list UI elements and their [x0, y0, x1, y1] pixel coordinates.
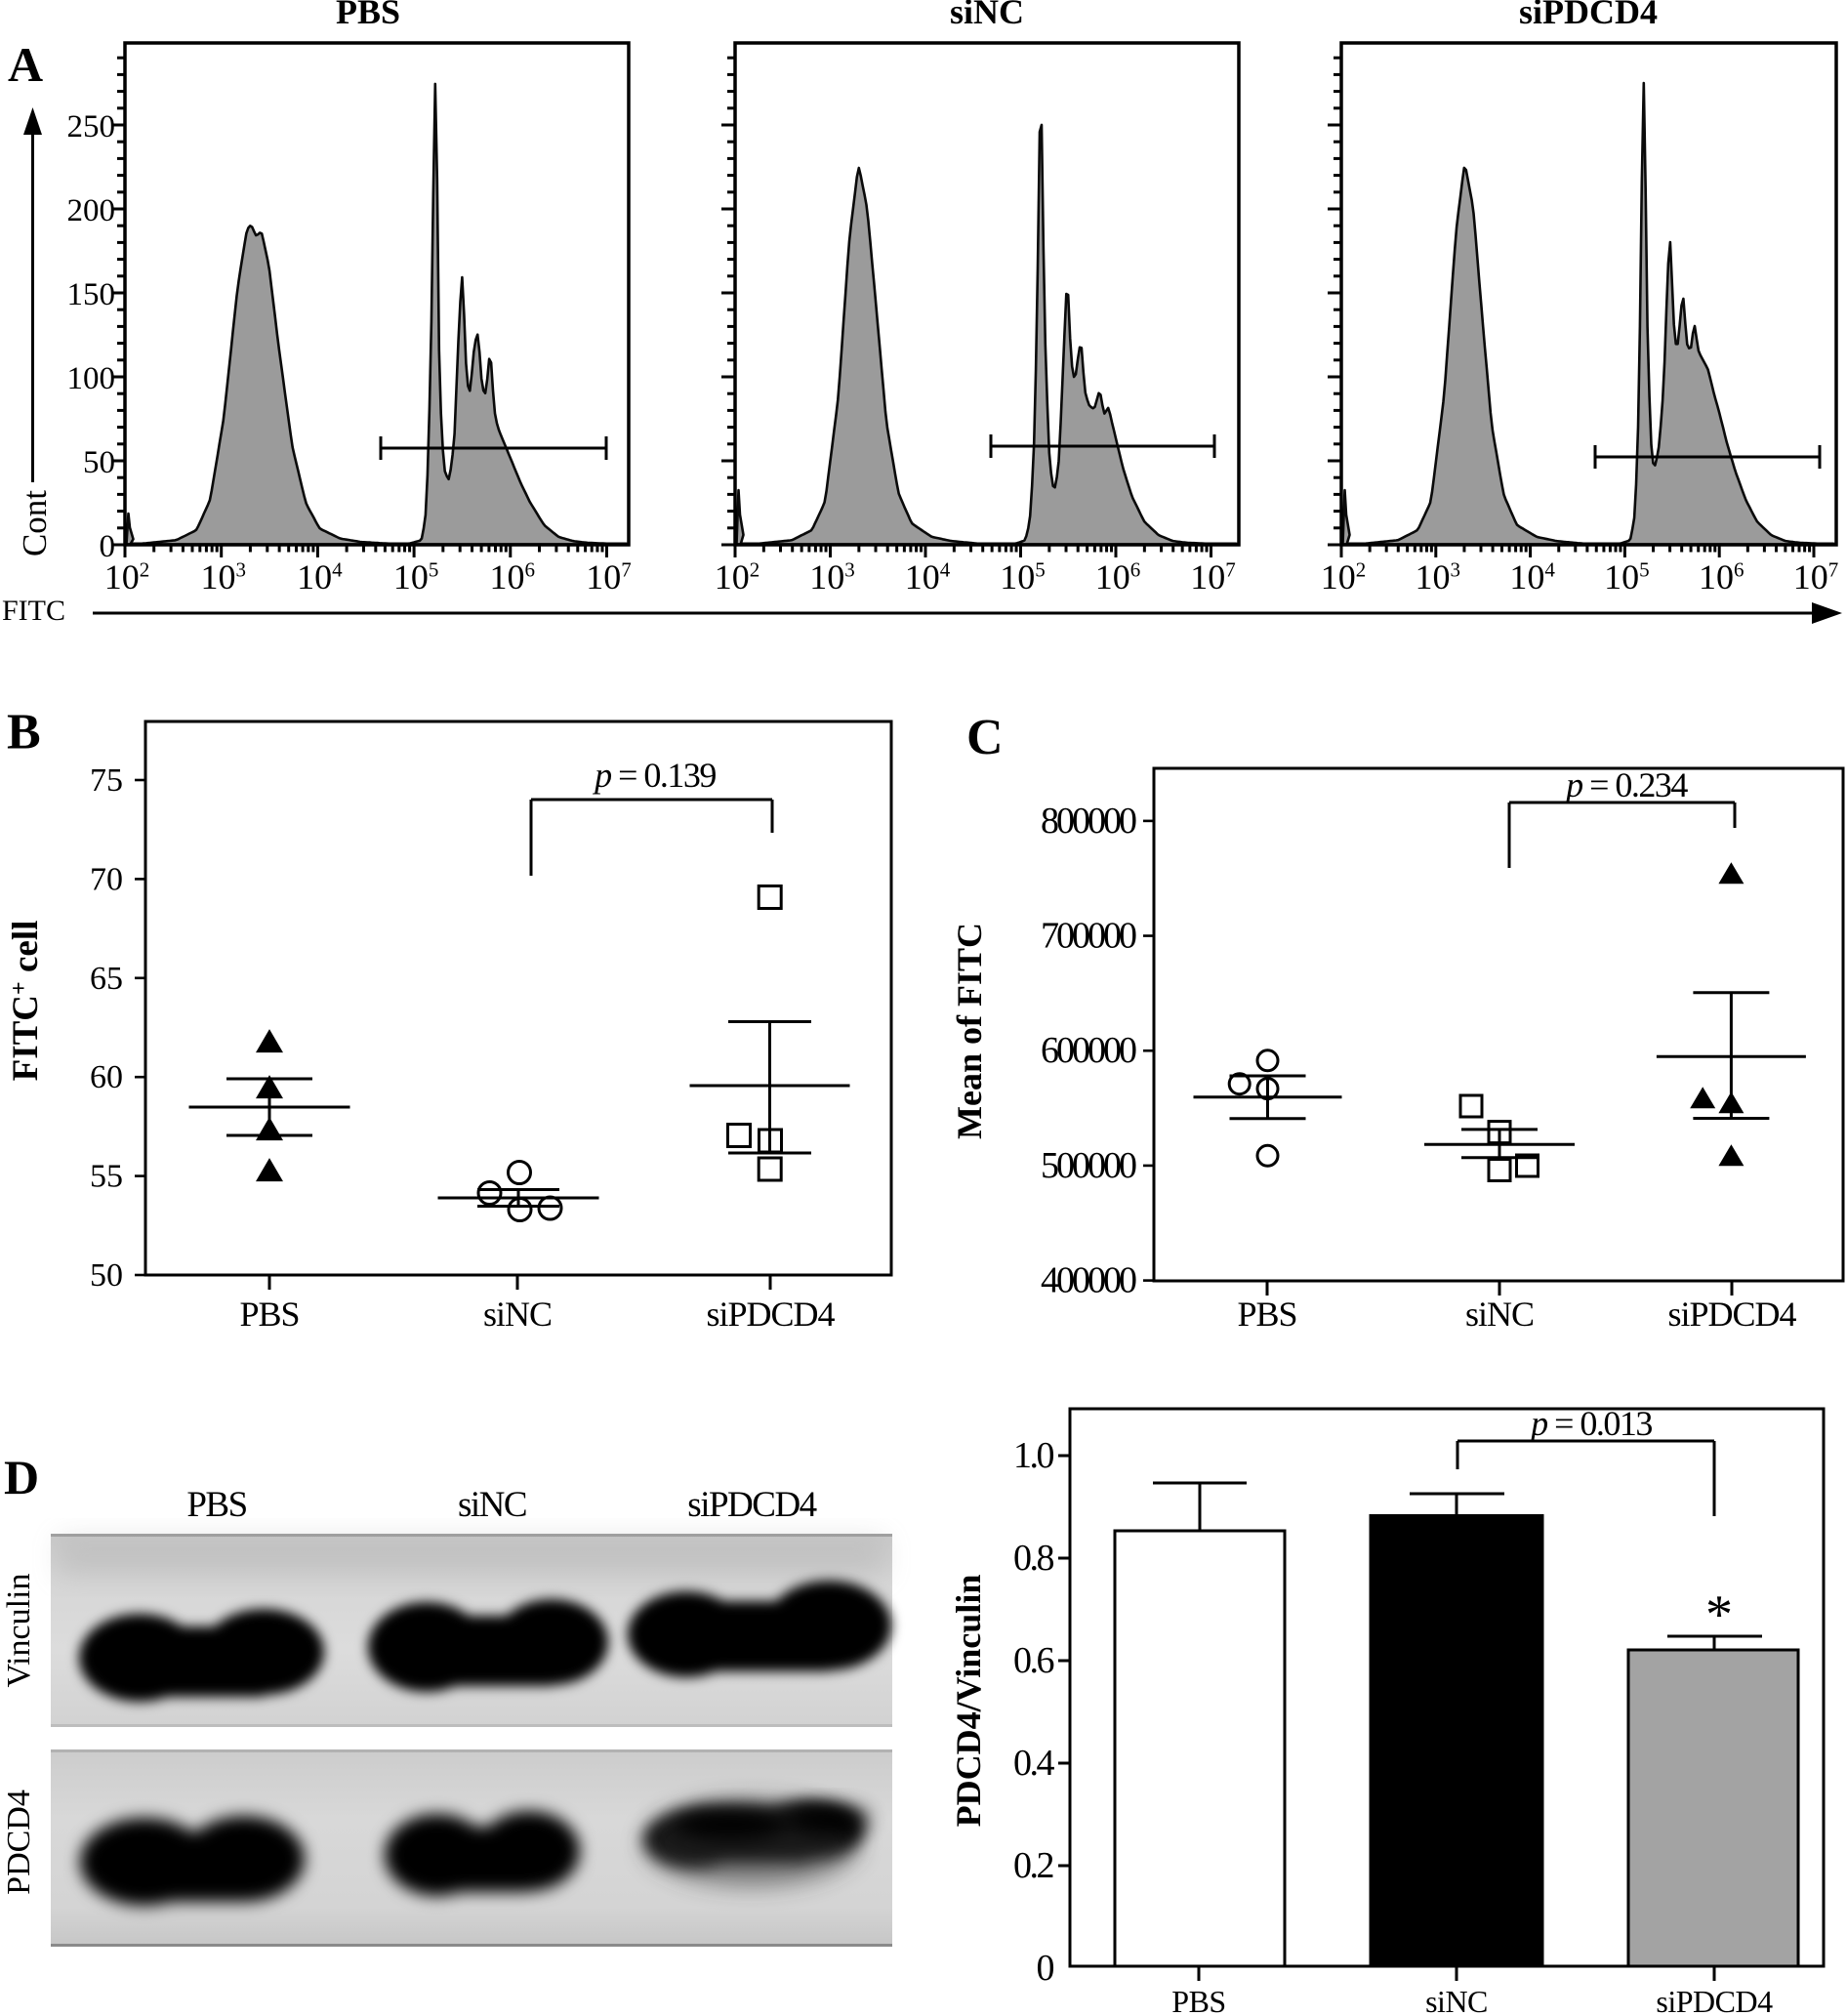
svg-text:75: 75: [90, 762, 123, 799]
svg-text:PBS: PBS: [239, 1295, 299, 1334]
svg-text:PBS: PBS: [1237, 1295, 1296, 1334]
svg-text:siNC: siNC: [1425, 1984, 1488, 2016]
svg-text:0.4: 0.4: [1013, 1743, 1055, 1784]
svg-text:PBS: PBS: [186, 1485, 246, 1525]
svg-text:65: 65: [90, 961, 123, 997]
svg-text:siNC: siNC: [483, 1295, 552, 1334]
svg-text:*: *: [1705, 1584, 1733, 1645]
svg-text:250: 250: [67, 109, 116, 144]
svg-text:Cont: Cont: [16, 490, 54, 556]
svg-text:1.0: 1.0: [1013, 1435, 1054, 1476]
svg-text:800000: 800000: [1041, 801, 1136, 842]
svg-text:B: B: [7, 705, 41, 761]
svg-text:55: 55: [90, 1159, 123, 1195]
svg-text:C: C: [966, 710, 1004, 765]
svg-text:siPDCD4: siPDCD4: [706, 1295, 835, 1334]
svg-text:200: 200: [67, 193, 116, 228]
svg-text:PBS: PBS: [1171, 1984, 1225, 2016]
svg-text:0.2: 0.2: [1013, 1845, 1053, 1886]
svg-text:70: 70: [90, 861, 123, 897]
svg-text:Mean of FITC: Mean of FITC: [950, 923, 989, 1139]
svg-text:PDCD4/Vinculin: PDCD4/Vinculin: [949, 1575, 988, 1828]
svg-text:FITC: FITC: [2, 595, 65, 627]
svg-text:105: 105: [393, 557, 439, 597]
svg-text:Vinculin: Vinculin: [1, 1574, 37, 1688]
svg-text:0.6: 0.6: [1013, 1640, 1054, 1681]
svg-text:0: 0: [100, 529, 116, 564]
svg-text:700000: 700000: [1041, 916, 1136, 957]
svg-text:50: 50: [83, 445, 115, 480]
svg-text:100: 100: [67, 361, 116, 396]
svg-text:siPDCD4: siPDCD4: [1656, 1984, 1773, 2016]
svg-text:0: 0: [1037, 1948, 1054, 1989]
svg-text:siPDCD4: siPDCD4: [1519, 0, 1658, 31]
svg-text:400000: 400000: [1041, 1260, 1136, 1301]
svg-text:PDCD4: PDCD4: [1, 1790, 37, 1895]
svg-text:D: D: [4, 1450, 39, 1504]
svg-text:p = 0.234: p = 0.234: [1563, 765, 1688, 804]
svg-text:600000: 600000: [1041, 1030, 1136, 1071]
svg-text:siPDCD4: siPDCD4: [687, 1485, 816, 1525]
svg-text:0.8: 0.8: [1013, 1538, 1054, 1579]
svg-text:500000: 500000: [1041, 1145, 1136, 1186]
svg-text:PBS: PBS: [336, 0, 400, 31]
svg-text:60: 60: [90, 1059, 123, 1095]
svg-text:A: A: [8, 37, 43, 92]
svg-text:siNC: siNC: [458, 1485, 526, 1525]
svg-text:150: 150: [67, 277, 116, 312]
svg-text:p = 0.139: p = 0.139: [592, 756, 716, 795]
svg-text:siNC: siNC: [950, 0, 1024, 31]
svg-text:siPDCD4: siPDCD4: [1667, 1295, 1796, 1334]
svg-text:FITC+ cell: FITC+ cell: [6, 921, 46, 1082]
svg-text:siNC: siNC: [1465, 1295, 1534, 1334]
svg-text:p = 0.013: p = 0.013: [1528, 1404, 1652, 1443]
svg-text:50: 50: [90, 1257, 123, 1294]
